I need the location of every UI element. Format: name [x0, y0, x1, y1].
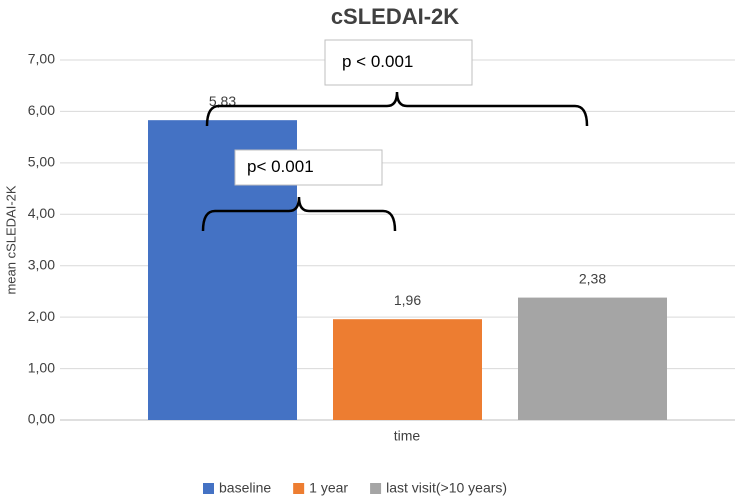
- legend-label: 1 year: [309, 480, 348, 496]
- y-tick-label: 4,00: [28, 205, 55, 221]
- y-tick-label: 3,00: [28, 256, 55, 272]
- annotation-box: [324, 39, 473, 86]
- legend-swatch: [203, 483, 214, 494]
- value-label: 1,96: [394, 292, 421, 308]
- y-axis-label: mean cSLEDAI-2K: [3, 185, 18, 294]
- annotation: p < 0.001: [342, 52, 413, 71]
- annotation-box: [234, 149, 383, 186]
- y-tick-label: 6,00: [28, 102, 55, 118]
- y-tick-label: 1,00: [28, 359, 55, 375]
- bar: [333, 319, 482, 420]
- value-label: 2,38: [579, 270, 606, 286]
- y-tick-label: 7,00: [28, 51, 55, 67]
- legend-label: last visit(>10 years): [386, 480, 507, 496]
- y-tick-label: 2,00: [28, 308, 55, 324]
- bar: [518, 297, 667, 420]
- x-axis-label: time: [394, 428, 421, 444]
- significance-brace: [201, 196, 397, 232]
- significance-brace: [205, 91, 589, 127]
- legend-swatch: [370, 483, 382, 494]
- chart-title: cSLEDAI-2K: [331, 4, 459, 29]
- legend-swatch: [293, 483, 305, 494]
- legend-label: baseline: [219, 480, 271, 496]
- y-tick-label: 0,00: [28, 411, 55, 427]
- y-tick-label: 5,00: [28, 154, 55, 170]
- annotation: p< 0.001: [247, 157, 314, 176]
